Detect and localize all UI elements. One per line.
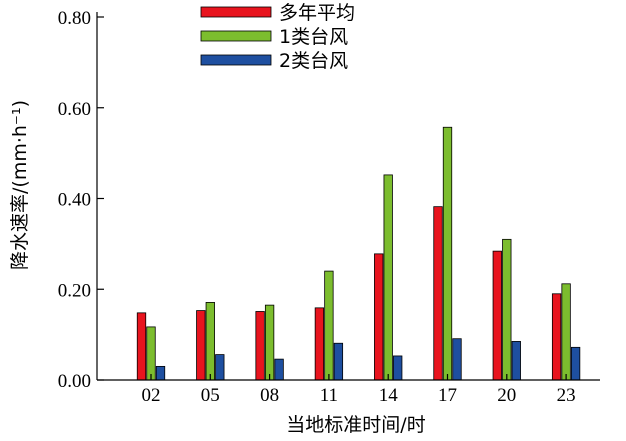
bar <box>511 341 521 381</box>
legend-swatch <box>200 30 272 42</box>
bar <box>205 302 215 381</box>
bar <box>146 326 156 381</box>
bar <box>255 311 265 381</box>
bar <box>492 250 502 381</box>
axes-group <box>96 12 600 381</box>
bar <box>383 174 393 381</box>
legend-label: 多年平均 <box>279 2 355 24</box>
bar <box>452 338 462 381</box>
y-tick-label: 0.40 <box>58 190 91 211</box>
bar <box>333 342 344 381</box>
bar <box>433 206 443 381</box>
x-tick-label: 02 <box>142 385 161 406</box>
x-tick-label: 14 <box>379 385 399 406</box>
bar <box>324 270 334 381</box>
bar <box>570 346 581 381</box>
bar <box>274 358 284 381</box>
y-tick-label: 0.20 <box>58 280 91 301</box>
x-tick-label: 05 <box>201 385 220 406</box>
bar <box>155 365 166 381</box>
bar <box>264 304 275 381</box>
bar <box>551 293 562 381</box>
y-ticks-group: 0.00 0.20 0.40 0.60 0.80 <box>58 8 104 392</box>
bar <box>374 253 384 381</box>
y-tick-label: 0.00 <box>58 371 91 392</box>
bar <box>561 283 571 381</box>
x-axis-title: 当地标准时间/时 <box>286 414 425 436</box>
x-tick-label: 11 <box>320 385 338 406</box>
bar <box>136 312 147 381</box>
x-tick-label: 17 <box>438 385 457 406</box>
x-tick-label: 20 <box>497 385 516 406</box>
bar <box>502 238 512 381</box>
bars-group <box>136 126 581 381</box>
bar <box>196 310 206 381</box>
legend-swatch <box>200 54 272 66</box>
legend-swatch <box>200 6 272 18</box>
y-tick-label: 0.60 <box>58 99 91 120</box>
bar <box>393 355 403 381</box>
x-tick-label: 23 <box>557 385 576 406</box>
legend-label: 1类台风 <box>279 26 348 48</box>
y-axis-title: 降水速率/(mm·h⁻¹) <box>9 100 31 270</box>
x-tick-label: 08 <box>260 385 279 406</box>
legend-label: 2类台风 <box>279 50 348 72</box>
bar <box>215 354 225 381</box>
bar <box>442 126 453 381</box>
bar <box>314 307 325 381</box>
x-ticks-group: 02 05 08 11 14 17 20 23 <box>142 374 576 406</box>
y-tick-label: 0.80 <box>58 8 91 29</box>
